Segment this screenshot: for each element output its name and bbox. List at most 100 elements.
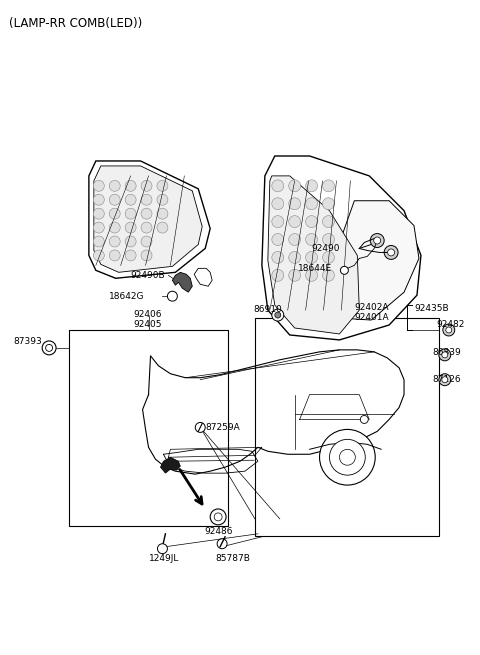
Text: 92482: 92482 bbox=[437, 320, 465, 329]
Circle shape bbox=[272, 215, 284, 227]
Text: 92406: 92406 bbox=[133, 310, 162, 319]
Circle shape bbox=[109, 222, 120, 233]
Circle shape bbox=[125, 222, 136, 233]
Circle shape bbox=[93, 180, 104, 191]
Circle shape bbox=[442, 352, 448, 358]
Polygon shape bbox=[89, 161, 210, 278]
Circle shape bbox=[388, 249, 395, 256]
Circle shape bbox=[125, 208, 136, 219]
Circle shape bbox=[157, 195, 168, 205]
Polygon shape bbox=[194, 269, 212, 286]
Polygon shape bbox=[160, 457, 180, 473]
Circle shape bbox=[443, 324, 455, 336]
Circle shape bbox=[288, 215, 300, 227]
Text: 92402A: 92402A bbox=[354, 303, 389, 312]
Circle shape bbox=[109, 180, 120, 191]
Polygon shape bbox=[268, 176, 360, 334]
Circle shape bbox=[46, 345, 53, 351]
Circle shape bbox=[93, 208, 104, 219]
Circle shape bbox=[125, 180, 136, 191]
Circle shape bbox=[370, 234, 384, 248]
Circle shape bbox=[141, 236, 152, 247]
Text: 92486: 92486 bbox=[204, 527, 232, 536]
Text: 1249JL: 1249JL bbox=[148, 553, 179, 563]
Circle shape bbox=[384, 246, 398, 259]
Circle shape bbox=[306, 215, 318, 227]
Circle shape bbox=[93, 222, 104, 233]
Circle shape bbox=[275, 312, 281, 318]
Circle shape bbox=[109, 236, 120, 247]
Circle shape bbox=[272, 180, 284, 192]
Circle shape bbox=[288, 269, 300, 281]
Circle shape bbox=[323, 269, 335, 281]
Circle shape bbox=[210, 509, 226, 525]
Circle shape bbox=[288, 252, 300, 263]
Circle shape bbox=[288, 234, 300, 246]
Circle shape bbox=[374, 237, 381, 244]
Circle shape bbox=[93, 195, 104, 205]
Circle shape bbox=[323, 198, 335, 210]
Text: 92490: 92490 bbox=[312, 244, 340, 253]
Circle shape bbox=[306, 252, 318, 263]
Circle shape bbox=[214, 513, 222, 521]
Circle shape bbox=[157, 208, 168, 219]
Circle shape bbox=[125, 250, 136, 261]
Circle shape bbox=[42, 341, 56, 355]
Circle shape bbox=[109, 250, 120, 261]
Circle shape bbox=[439, 349, 451, 361]
Bar bbox=[69, 330, 228, 526]
Circle shape bbox=[93, 236, 104, 247]
Circle shape bbox=[340, 267, 348, 274]
Text: 87126: 87126 bbox=[432, 375, 460, 384]
Circle shape bbox=[168, 291, 178, 301]
Circle shape bbox=[306, 269, 318, 281]
Circle shape bbox=[125, 236, 136, 247]
Circle shape bbox=[288, 180, 300, 192]
Circle shape bbox=[272, 198, 284, 210]
Text: 18644E: 18644E bbox=[298, 264, 332, 273]
Text: 87393: 87393 bbox=[13, 337, 42, 346]
Bar bbox=[255, 318, 439, 536]
Circle shape bbox=[442, 377, 448, 383]
Text: 87259A: 87259A bbox=[205, 423, 240, 432]
Circle shape bbox=[306, 180, 318, 192]
Text: 86910: 86910 bbox=[253, 305, 282, 314]
Circle shape bbox=[141, 195, 152, 205]
Text: 92490B: 92490B bbox=[131, 271, 165, 280]
Circle shape bbox=[323, 180, 335, 192]
Circle shape bbox=[93, 250, 104, 261]
Circle shape bbox=[323, 234, 335, 246]
Circle shape bbox=[360, 415, 368, 423]
Circle shape bbox=[323, 215, 335, 227]
Circle shape bbox=[272, 269, 284, 281]
Circle shape bbox=[195, 422, 205, 432]
Circle shape bbox=[306, 198, 318, 210]
Polygon shape bbox=[337, 200, 419, 320]
Text: 92401A: 92401A bbox=[354, 313, 389, 322]
Circle shape bbox=[323, 252, 335, 263]
Polygon shape bbox=[262, 156, 421, 340]
Polygon shape bbox=[94, 166, 202, 272]
Circle shape bbox=[125, 195, 136, 205]
Circle shape bbox=[217, 539, 227, 549]
Circle shape bbox=[157, 544, 168, 553]
Text: 92435B: 92435B bbox=[414, 304, 449, 312]
Circle shape bbox=[109, 208, 120, 219]
Text: 85787B: 85787B bbox=[215, 553, 250, 563]
Circle shape bbox=[339, 449, 355, 465]
Circle shape bbox=[306, 234, 318, 246]
Text: (LAMP-RR COMB(LED)): (LAMP-RR COMB(LED)) bbox=[9, 17, 143, 30]
Text: 18642G: 18642G bbox=[109, 291, 144, 301]
Circle shape bbox=[141, 250, 152, 261]
Circle shape bbox=[288, 198, 300, 210]
Text: 92405: 92405 bbox=[133, 320, 162, 329]
Circle shape bbox=[109, 195, 120, 205]
Circle shape bbox=[439, 374, 451, 386]
Circle shape bbox=[141, 208, 152, 219]
Circle shape bbox=[141, 222, 152, 233]
Text: 86839: 86839 bbox=[432, 348, 461, 357]
Circle shape bbox=[157, 222, 168, 233]
Circle shape bbox=[272, 234, 284, 246]
Polygon shape bbox=[172, 272, 192, 292]
Circle shape bbox=[141, 180, 152, 191]
